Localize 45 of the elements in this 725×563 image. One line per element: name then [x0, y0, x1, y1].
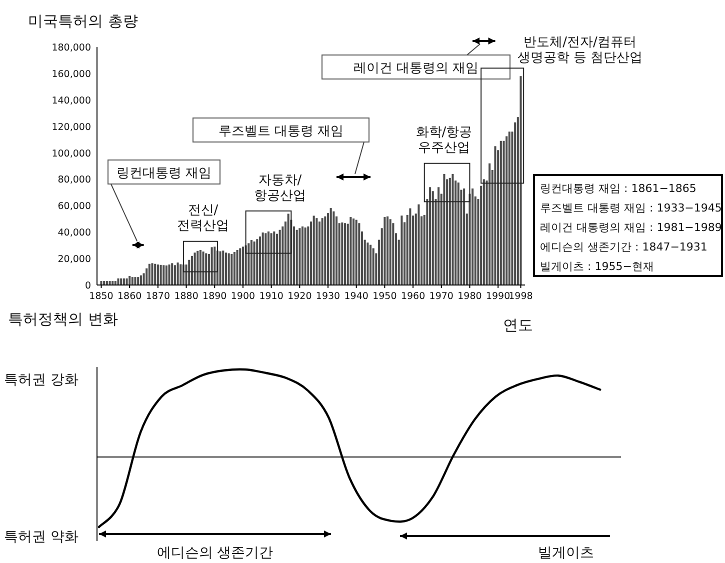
x-tick-label: 1920	[288, 291, 312, 302]
annotation: 반도체/전자/컴퓨터 생명공학 등 첨단산업	[517, 35, 643, 66]
chart-title: 미국특허의 총량	[28, 12, 138, 30]
y-tick-label: 120,000	[52, 122, 91, 133]
text: 특허권 강화	[4, 372, 78, 388]
x-tick-label: 1900	[230, 291, 256, 302]
chart-title: 특허정책의 변화	[8, 310, 118, 328]
annotation: 레이건 대통령의 재임	[353, 61, 479, 76]
x-tick-label: 1950	[372, 291, 397, 302]
text: 에디슨의 생존기간	[156, 545, 274, 561]
x-tick-label: 1960	[400, 291, 426, 302]
x-tick-label: 1850	[89, 291, 114, 302]
y-tick-label: 0	[84, 280, 91, 292]
y-tick-label: 100,000	[52, 148, 91, 160]
y-tick-label: 180,000	[52, 42, 91, 54]
text: 빌게이츠 : 1955−현재	[540, 260, 654, 273]
annotation: 링컨대통령 재임	[116, 166, 212, 181]
x-tick-label: 1998	[508, 291, 533, 302]
x-tick-label: 1910	[259, 291, 284, 302]
x-tick-label: 1890	[202, 291, 227, 302]
y-tick-label: 160,000	[52, 68, 91, 80]
x-tick-label: 1870	[146, 291, 170, 302]
annotation: 루즈벨트 대통령 재임	[218, 124, 344, 139]
y-tick-label: 40,000	[58, 228, 91, 239]
x-tick-label: 1940	[344, 291, 368, 302]
x-tick-label: 1930	[316, 291, 340, 302]
y-tick-label: 20,000	[58, 254, 91, 266]
x-tick-label: 1860	[118, 291, 142, 302]
y-tick-label: 80,000	[58, 174, 91, 186]
annotation: 자동차/ 항공산업	[254, 173, 306, 204]
text: 레이건 대통령의 재임 : 1981−1989	[540, 221, 722, 234]
text: 링컨대통령 재임 : 1861−1865	[540, 182, 696, 195]
x-tick-label: 1880	[174, 291, 198, 302]
annotation: 전신/ 전력산업	[177, 203, 229, 234]
annotation: 화학/항공 우주산업	[416, 125, 472, 156]
text: 루즈벨트 대통령 재임 : 1933−1945	[540, 202, 722, 214]
x-tick-label: 1990	[486, 291, 510, 302]
y-tick-label: 140,000	[52, 95, 91, 106]
text: 특허권 약화	[4, 529, 78, 545]
x-tick-label: 1970	[429, 291, 454, 302]
x-axis-title: 연도	[503, 316, 533, 334]
text: 빌게이츠	[538, 545, 594, 561]
text: 에디슨의 생존기간 : 1847−1931	[540, 240, 708, 254]
x-tick-label: 1980	[458, 291, 482, 302]
y-tick-label: 60,000	[58, 201, 91, 212]
